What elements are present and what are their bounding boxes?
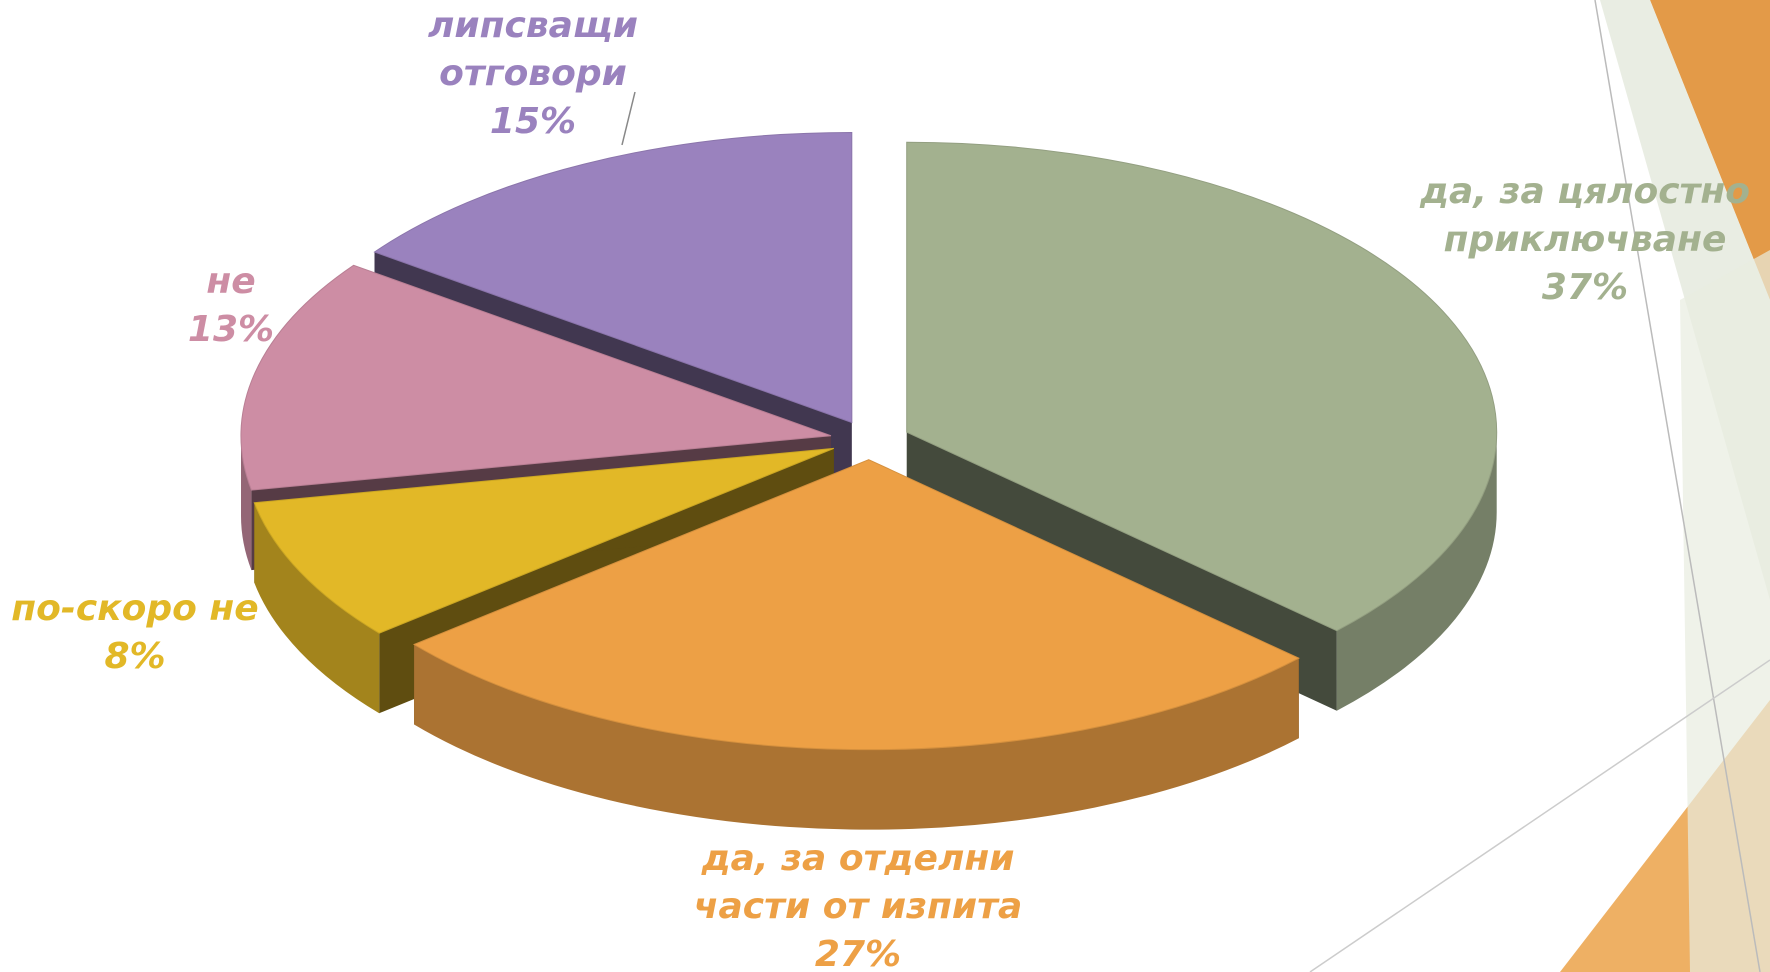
category-label: липсващи отговори: [428, 5, 638, 94]
slice: [240, 264, 832, 491]
category-label: да, за цялостно приключване: [1419, 171, 1751, 260]
data-label: липсващи отговори 15%: [413, 2, 653, 146]
decoration: [621, 0, 1770, 972]
value-label: 15%: [489, 101, 577, 142]
slice: [373, 131, 853, 424]
slice-wall: [1336, 432, 1497, 711]
slice-wall: [240, 435, 252, 571]
slice: [253, 447, 834, 634]
data-label: не 13%: [131, 258, 331, 354]
pie: [240, 131, 1498, 830]
slice: [412, 459, 1300, 751]
value-label: 13%: [187, 309, 275, 350]
data-label: да, за отделни части от изпита 27%: [658, 835, 1058, 972]
data-label: по-скоро не 8%: [0, 585, 295, 681]
value-label: 37%: [1541, 267, 1629, 308]
slice-wall: [254, 502, 380, 714]
value-label: 8%: [104, 636, 166, 677]
data-label: да, за цялостно приключване 37%: [1385, 168, 1770, 312]
slice: [906, 141, 1498, 632]
category-label: не: [206, 261, 256, 302]
value-label: 27%: [814, 934, 902, 972]
category-label: да, за отделни части от изпита: [693, 838, 1023, 927]
slice-wall: [414, 644, 1299, 830]
category-label: по-скоро не: [11, 588, 259, 629]
